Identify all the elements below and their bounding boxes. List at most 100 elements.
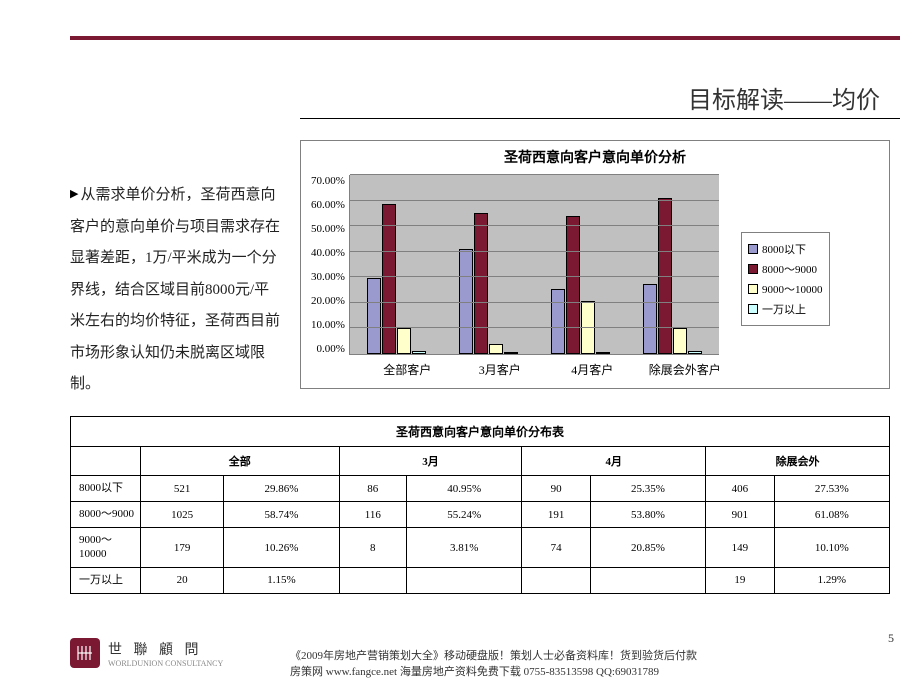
legend-label: 8000～9000 (762, 261, 817, 277)
y-tick-label: 60.00% (311, 199, 345, 211)
paragraph-text: 从需求单价分析，圣荷西意向客户的意向单价与项目需求存在显著差距，1万/平米成为一… (70, 187, 280, 392)
legend-swatch (748, 264, 758, 274)
table-cell: 1.29% (774, 567, 889, 593)
table-row-label: 一万以上 (71, 567, 141, 593)
x-tick-label: 3月客户 (460, 361, 540, 378)
footer-line1: 《2009年房地产营销策划大全》移动硬盘版！策划人士必备资料库！货到验货后付款 (290, 649, 697, 664)
title-rule (300, 118, 900, 119)
grid-line (350, 327, 719, 328)
y-tick-label: 20.00% (311, 295, 345, 307)
bar (551, 289, 565, 354)
table-cell: 1025 (141, 502, 224, 528)
table-cell (522, 567, 591, 593)
bar (382, 204, 396, 354)
brand-name-cn: 世 聯 顧 問 (108, 639, 223, 659)
legend-item: 9000～10000 (748, 279, 823, 299)
grid-line (350, 302, 719, 303)
distribution-table: 圣荷西意向客户意向单价分布表 全部3月4月除展会外8000以下52129.86%… (70, 416, 890, 594)
legend-swatch (748, 304, 758, 314)
legend-item: 8000～9000 (748, 259, 823, 279)
grid-line (350, 276, 719, 277)
x-tick-label: 4月客户 (552, 361, 632, 378)
bar (643, 284, 657, 354)
y-tick-label: 10.00% (311, 319, 345, 331)
bar (474, 213, 488, 354)
table-header: 除展会外 (706, 447, 890, 476)
table-cell: 27.53% (774, 476, 889, 502)
table-row-label: 9000～10000 (71, 528, 141, 567)
header-rule (70, 36, 900, 40)
legend-swatch (748, 244, 758, 254)
table-header: 3月 (339, 447, 522, 476)
table-cell: 191 (522, 502, 591, 528)
table-cell: 86 (339, 476, 406, 502)
bar (688, 351, 702, 354)
table-cell: 8 (339, 528, 406, 567)
bar (673, 328, 687, 354)
chart-x-axis: 全部客户 3月客户 4月客户除展会外客户 (361, 355, 731, 382)
brand-icon (70, 638, 100, 668)
chart-legend: 8000以下 8000～9000 9000～10000 一万以上 (741, 232, 830, 326)
table-cell: 90 (522, 476, 591, 502)
chart-plot-area (349, 175, 719, 355)
table-row-label: 8000以下 (71, 476, 141, 502)
price-chart: 圣荷西意向客户意向单价分析 70.00%60.00%50.00%40.00%30… (300, 140, 890, 389)
table-cell: 19 (706, 567, 775, 593)
bar (566, 216, 580, 354)
table-header (71, 447, 141, 476)
y-tick-label: 70.00% (311, 175, 345, 187)
bullet-icon: ▶ (70, 188, 78, 200)
table-cell: 20 (141, 567, 224, 593)
bar (504, 352, 518, 354)
table-cell: 1.15% (224, 567, 339, 593)
y-tick-label: 40.00% (311, 247, 345, 259)
table-cell: 58.74% (224, 502, 339, 528)
grid-line (350, 251, 719, 252)
grid-line (350, 225, 719, 226)
table-cell (339, 567, 406, 593)
table-cell: 179 (141, 528, 224, 567)
grid-line (350, 200, 719, 201)
bar (596, 352, 610, 354)
chart-title: 圣荷西意向客户意向单价分析 (301, 141, 889, 171)
x-tick-label: 除展会外客户 (645, 361, 725, 378)
grid-line (350, 174, 719, 175)
table-cell (407, 567, 522, 593)
table-cell: 10.10% (774, 528, 889, 567)
table-title: 圣荷西意向客户意向单价分布表 (71, 417, 890, 447)
table-cell: 521 (141, 476, 224, 502)
bar (412, 351, 426, 354)
bar (367, 278, 381, 354)
chart-y-axis: 70.00%60.00%50.00%40.00%30.00%20.00%10.0… (307, 175, 349, 355)
table-cell: 149 (706, 528, 775, 567)
analysis-paragraph: ▶从需求单价分析，圣荷西意向客户的意向单价与项目需求存在显著差距，1万/平米成为… (70, 180, 280, 401)
table-cell: 20.85% (590, 528, 705, 567)
table-cell (590, 567, 705, 593)
table-cell: 40.95% (407, 476, 522, 502)
table-cell: 10.26% (224, 528, 339, 567)
brand-name-en: WORLDUNION CONSULTANCY (108, 659, 223, 668)
legend-swatch (748, 284, 758, 294)
table-row-label: 8000～9000 (71, 502, 141, 528)
table-cell: 3.81% (407, 528, 522, 567)
legend-item: 8000以下 (748, 239, 823, 259)
table-cell: 901 (706, 502, 775, 528)
legend-label: 8000以下 (762, 241, 806, 257)
legend-item: 一万以上 (748, 299, 823, 319)
table-cell: 74 (522, 528, 591, 567)
y-tick-label: 0.00% (317, 343, 345, 355)
bar (489, 344, 503, 354)
footer-line2: 房策网 www.fangce.net 海量房地产资料免费下载 0755-8351… (290, 665, 697, 680)
x-tick-label: 全部客户 (367, 361, 447, 378)
table-cell: 29.86% (224, 476, 339, 502)
table-cell: 25.35% (590, 476, 705, 502)
table-cell: 116 (339, 502, 406, 528)
page-number: 5 (888, 631, 894, 646)
y-tick-label: 50.00% (311, 223, 345, 235)
footer-caption: 《2009年房地产营销策划大全》移动硬盘版！策划人士必备资料库！货到验货后付款 … (290, 649, 697, 680)
legend-label: 一万以上 (762, 301, 806, 317)
legend-label: 9000～10000 (762, 281, 823, 297)
table-cell: 61.08% (774, 502, 889, 528)
table-header: 4月 (522, 447, 706, 476)
table-cell: 55.24% (407, 502, 522, 528)
